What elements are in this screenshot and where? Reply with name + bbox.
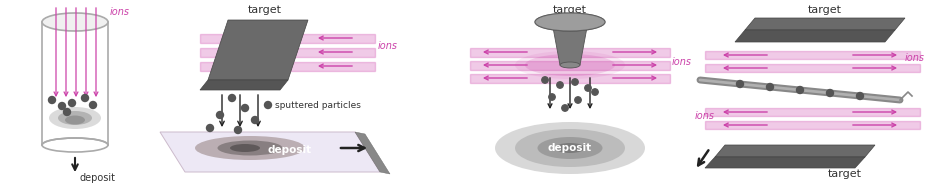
Circle shape <box>217 112 223 118</box>
Text: ions: ions <box>695 111 715 121</box>
Circle shape <box>562 105 568 111</box>
Circle shape <box>767 84 773 91</box>
Circle shape <box>90 102 96 109</box>
Circle shape <box>69 100 75 107</box>
Ellipse shape <box>42 13 108 31</box>
Bar <box>470 47 670 56</box>
Ellipse shape <box>65 116 85 125</box>
Circle shape <box>64 109 70 116</box>
Circle shape <box>242 105 248 112</box>
Ellipse shape <box>515 129 625 167</box>
Bar <box>705 51 920 59</box>
Circle shape <box>58 102 66 109</box>
Ellipse shape <box>218 141 283 155</box>
Text: deposit: deposit <box>80 173 116 183</box>
Text: deposit: deposit <box>268 145 312 155</box>
Text: ions: ions <box>378 41 398 51</box>
Circle shape <box>549 94 555 100</box>
Circle shape <box>82 95 88 102</box>
Circle shape <box>557 82 564 88</box>
Polygon shape <box>160 132 380 172</box>
Circle shape <box>228 95 235 102</box>
Bar <box>200 61 375 70</box>
Text: target: target <box>828 169 862 179</box>
Circle shape <box>572 79 578 85</box>
Bar <box>200 33 375 43</box>
Polygon shape <box>552 22 588 65</box>
Text: target: target <box>248 5 282 15</box>
Bar <box>470 61 670 70</box>
Ellipse shape <box>555 143 585 153</box>
Bar <box>705 64 920 72</box>
Circle shape <box>585 85 591 91</box>
Polygon shape <box>208 20 308 80</box>
Polygon shape <box>200 80 288 90</box>
Text: deposit: deposit <box>548 143 592 153</box>
Ellipse shape <box>58 111 92 125</box>
Bar <box>705 108 920 116</box>
Circle shape <box>235 127 242 134</box>
Bar <box>705 121 920 129</box>
Circle shape <box>541 77 548 83</box>
Ellipse shape <box>49 107 101 129</box>
Circle shape <box>857 93 863 100</box>
Text: ions: ions <box>905 53 925 63</box>
Ellipse shape <box>535 13 605 31</box>
Ellipse shape <box>230 144 260 152</box>
Circle shape <box>827 89 833 96</box>
Polygon shape <box>355 132 390 174</box>
Polygon shape <box>735 30 895 42</box>
Text: target: target <box>808 5 842 15</box>
Text: sputtered particles: sputtered particles <box>275 100 361 109</box>
Ellipse shape <box>538 137 603 159</box>
Ellipse shape <box>195 136 305 160</box>
Ellipse shape <box>560 62 580 68</box>
Bar <box>470 73 670 82</box>
Circle shape <box>264 102 272 109</box>
Polygon shape <box>745 18 905 30</box>
Circle shape <box>207 125 213 132</box>
Text: ions: ions <box>110 7 130 17</box>
Circle shape <box>736 81 743 88</box>
Ellipse shape <box>495 122 645 174</box>
Ellipse shape <box>525 54 615 76</box>
Circle shape <box>48 96 56 103</box>
Circle shape <box>796 86 804 93</box>
Ellipse shape <box>535 13 605 31</box>
Circle shape <box>251 116 259 123</box>
Circle shape <box>591 89 598 95</box>
Text: target: target <box>553 5 587 15</box>
Circle shape <box>575 97 581 103</box>
Bar <box>200 47 375 56</box>
Polygon shape <box>715 145 875 157</box>
Ellipse shape <box>515 51 625 79</box>
Text: ions: ions <box>672 57 692 67</box>
Polygon shape <box>705 157 865 168</box>
